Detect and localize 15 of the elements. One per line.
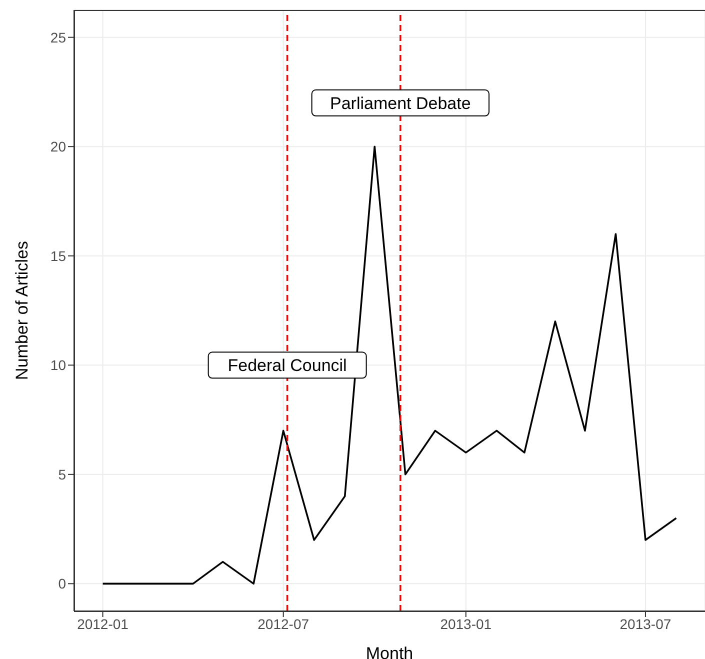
y-tick-label: 5 <box>58 466 66 482</box>
y-tick-label: 25 <box>50 29 66 46</box>
x-tick-label: 2013-07 <box>620 616 672 632</box>
annotation: Parliament Debate <box>330 94 471 113</box>
y-tick-label: 10 <box>50 357 66 374</box>
y-axis-title: Number of Articles <box>12 241 32 380</box>
x-axis-title: Month <box>366 644 414 659</box>
x-tick-label: 2012-01 <box>77 616 129 632</box>
x-tick-label: 2013-01 <box>440 616 492 632</box>
y-tick-label: 0 <box>58 576 66 592</box>
x-tick-label: 2012-07 <box>258 616 310 632</box>
line-series <box>102 146 678 585</box>
y-tick-label: 20 <box>50 138 66 155</box>
y-tick-label: 15 <box>50 248 66 264</box>
annotation: Federal Council <box>228 356 347 376</box>
